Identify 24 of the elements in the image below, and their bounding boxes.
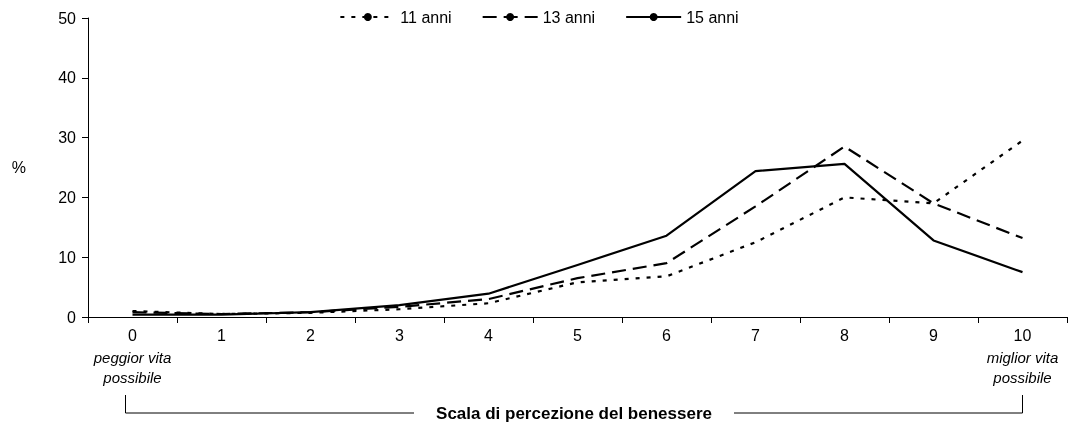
x-tick-label: 8	[840, 326, 850, 344]
x-tick-label: 0	[128, 326, 138, 344]
x-tick-label: 5	[573, 326, 583, 344]
y-tick-label: 30	[58, 129, 77, 147]
x-tick-label: 1	[217, 326, 227, 344]
x-tick-label: 7	[751, 326, 761, 344]
x-tick-label: 9	[929, 326, 939, 344]
y-tick-label: 40	[58, 69, 77, 87]
legend-label: 13 anni	[542, 8, 596, 26]
y-tick-label: 0	[67, 308, 77, 326]
y-tick-label: 20	[58, 188, 77, 206]
x-tick-label: 10	[1013, 326, 1032, 344]
x-tick-label: 4	[484, 326, 494, 344]
x-axis-title: Scala di percezione del benessere	[436, 403, 712, 423]
y-axis-title: %	[11, 159, 26, 176]
x-tick-label: 6	[662, 326, 672, 344]
y-tick-label: 50	[58, 9, 77, 27]
x-tick-label: 2	[306, 326, 316, 344]
legend-label: 11 anni	[400, 8, 452, 26]
text: peggior vita possibile	[92, 348, 172, 386]
legend-label: 15 anni	[686, 8, 739, 26]
y-tick-label: 10	[58, 248, 77, 266]
x-tick-label: 3	[395, 326, 405, 344]
text: miglior vita possibile	[986, 348, 1059, 386]
